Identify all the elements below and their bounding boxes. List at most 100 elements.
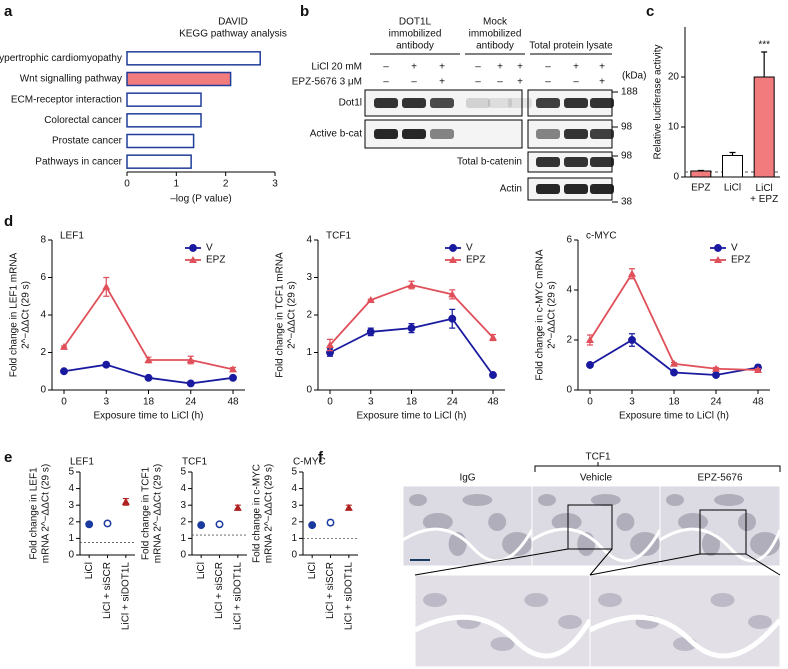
tissue [616,513,635,531]
inset-box [567,504,613,550]
x-tick-label: LiCl + EPZ [750,183,778,205]
x-tick-label: 24 [447,397,459,408]
marker [189,244,197,252]
blot-band [374,98,398,108]
sign: – [475,77,481,88]
x-tick-label: 18 [668,397,680,408]
marker [103,519,112,528]
tissue [422,513,453,531]
category-label: Wnt signalling pathway [20,74,122,85]
x-tick-label: 3 [272,179,278,190]
marker [366,327,375,336]
line [589,271,759,371]
y-tick-label: 0 [566,385,572,396]
kda-label: 38 [621,197,633,208]
x-tick-label: LiCl + siSCR [214,562,225,619]
marker [712,371,720,379]
marker [714,244,722,252]
x-tick-label: LiCl [84,562,95,579]
kda-label: 98 [621,122,633,133]
bar [690,170,712,178]
tissue [630,532,660,556]
x-tick-label: 0 [327,397,333,408]
tissue [409,494,427,506]
group-heading: immobilized [469,29,522,40]
marker [144,356,153,363]
y-tick-label: 2 [40,347,46,358]
tissue [710,593,735,607]
marker [233,503,242,511]
tissue [488,513,507,531]
tissue [750,532,780,556]
y-tick-label: 3 [291,500,297,511]
x-tick-label: LiCl + siDOT1L [343,562,354,631]
y-axis-label: 2^−ΔΔCt (29 s) [287,281,298,349]
group-heading: Total protein lysate [529,41,613,52]
tissue [714,494,744,506]
sign: + [599,62,605,73]
marker [344,503,353,511]
y-axis-label: Fold change in c-MYC mRNA [535,249,546,380]
y-tick-label: 5 [291,467,297,478]
tissue [502,532,532,556]
y-tick-label: 3 [306,272,312,283]
x-tick-label: 0 [61,397,67,408]
marker [754,366,762,373]
inset-box [699,509,747,555]
unit-label: (kDa) [622,71,646,82]
y-tick-label: 2 [180,516,186,527]
y-tick-label: 10 [668,122,680,133]
y-axis-label: mRNA 2^−ΔΔCt (29 s) [153,464,164,563]
blot-band [508,98,532,108]
x-axis-label: Exposure time to LiCl (h) [619,411,729,422]
blot-band [536,184,560,194]
panel-label: c [646,3,654,20]
stain-label: TCF1 [586,452,611,463]
y-tick-label: 2 [291,516,297,527]
bar [753,76,775,178]
category-label: ECM-receptor interaction [11,94,122,105]
y-axis-label: mRNA 2^−ΔΔCt (29 s) [41,464,52,563]
tissue [423,593,447,607]
annotation: *** [758,40,770,51]
x-tick-label: 48 [752,397,764,408]
image-label: EPZ-5676 [697,473,742,484]
blot-band [488,98,512,108]
y-axis-label: Fold change in LEF1 [29,467,40,560]
chart-title: LEF1 [70,457,94,468]
row-label: Active b-cat [310,129,362,140]
tissue [413,614,593,659]
marker [121,497,130,505]
blot-band [430,98,454,108]
y-tick-label: 3 [68,500,74,511]
image-label: IgG [459,473,475,484]
marker [714,256,722,263]
x-tick-label: 0 [587,397,593,408]
blot-band [466,98,490,108]
y-tick-label: 0 [291,550,297,561]
chart-title: KEGG pathway analysis [179,29,287,40]
x-tick-label: 1 [174,179,180,190]
kda-label: 188 [621,87,638,98]
y-axis-label: Fold change in TCF1 [141,466,152,560]
marker [197,521,206,530]
x-tick-label: 0 [124,179,130,190]
marker [586,336,594,343]
sign: + [439,77,445,88]
x-tick-label: 2 [223,179,229,190]
blot-band [564,98,588,108]
y-tick-label: 5 [68,467,74,478]
marker [448,290,457,298]
marker [448,314,457,323]
category-label: Prostate cancer [52,136,123,147]
legend-label: EPZ [206,255,225,266]
x-tick-label: LiCl [196,562,207,579]
tissue [659,527,782,563]
blot-band [564,184,588,194]
marker [144,373,153,382]
tissue [738,513,756,531]
blot-band [430,129,454,139]
bar [722,155,743,178]
bar [126,51,261,66]
